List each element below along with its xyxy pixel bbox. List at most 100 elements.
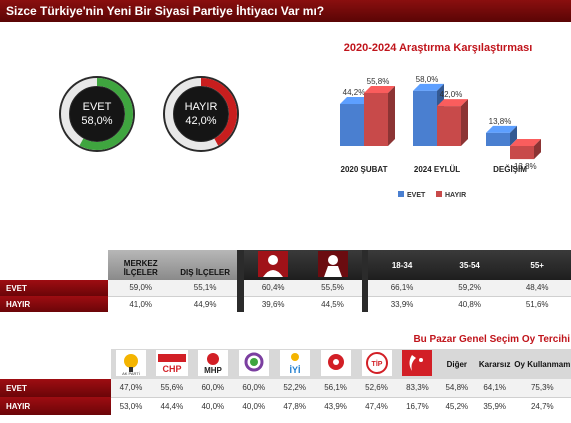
cell: 66,1% xyxy=(368,280,436,297)
header-55: 55+ xyxy=(503,250,571,280)
data-label: 55,8% xyxy=(367,77,390,86)
page-title: Sizce Türkiye'nin Yeni Bir Siyasi Partiy… xyxy=(0,0,571,22)
cell: 40,0% xyxy=(233,397,275,415)
bar-side xyxy=(461,99,468,146)
header-diger: Diğer xyxy=(437,349,476,379)
data-label: 44,2% xyxy=(343,88,366,97)
hayir-label: HAYIR xyxy=(184,101,218,113)
cell: 47,4% xyxy=(356,397,397,415)
cell: 59,0% xyxy=(108,280,173,297)
cell: 24,7% xyxy=(513,397,571,415)
cell: 47,8% xyxy=(274,397,316,415)
cell: 52,6% xyxy=(356,379,397,398)
bar xyxy=(364,92,388,146)
cell: 56,1% xyxy=(315,379,357,398)
header-kararsiz: Kararsız xyxy=(475,349,514,379)
legend-swatch xyxy=(436,191,442,197)
row-label-evet: EVET xyxy=(0,379,111,397)
mhp-logo-icon: MHP xyxy=(192,349,234,379)
data-label: -13,8% xyxy=(511,162,536,171)
bar-top xyxy=(340,97,371,105)
bar xyxy=(486,132,510,146)
bar-top xyxy=(437,99,468,107)
male-icon xyxy=(302,250,363,280)
cell: 33,9% xyxy=(368,296,436,312)
table-row: EVET 59,0% 55,1% 60,4% 55,5% 66,1% 59,2%… xyxy=(0,280,571,297)
bar xyxy=(437,106,461,146)
table-row: HAYIR 53,0% 44,4% 40,0% 40,0% 47,8% 43,9… xyxy=(0,397,571,415)
evet-donut-label: EVET 58,0% xyxy=(67,100,127,128)
cell: 54,8% xyxy=(437,379,476,398)
header-dis: DIŞ İLÇELER xyxy=(172,250,238,280)
data-label: 13,8% xyxy=(489,117,512,126)
cell: 44,5% xyxy=(302,296,363,312)
cell: 52,2% xyxy=(274,379,316,398)
hayir-value: 42,0% xyxy=(185,115,217,127)
cell: 45,2% xyxy=(437,397,476,415)
evet-value: 58,0% xyxy=(81,115,113,127)
bar-top xyxy=(364,85,395,93)
cell: 51,6% xyxy=(503,296,571,312)
party-table: AK PARTİ CHP MHP İYİ TİP Diğer Kararsız … xyxy=(0,349,571,415)
cell: 55,6% xyxy=(151,379,193,398)
cell: 16,7% xyxy=(396,397,438,415)
hayir-donut xyxy=(163,76,239,152)
bar xyxy=(510,146,534,160)
cell: 41,0% xyxy=(108,296,173,312)
cell: 53,0% xyxy=(110,397,152,415)
svg-text:MHP: MHP xyxy=(204,366,222,375)
bar-top xyxy=(413,83,444,91)
header-oy-kullanmam: Oy Kullanmam xyxy=(513,349,571,379)
row-label-evet: EVET xyxy=(0,280,109,296)
comparison-bar-chart: 44,2%55,8% 2020 ŞUBAT 58,0%42,0% 2024 EYLÜL… xyxy=(340,75,541,199)
header-18-34: 18-34 xyxy=(368,250,436,280)
bar-side xyxy=(534,139,541,160)
bar-side xyxy=(510,125,517,146)
svg-text:AK PARTİ: AK PARTİ xyxy=(122,371,140,376)
row-label-hayir: HAYIR xyxy=(0,397,111,415)
female-icon xyxy=(243,250,303,280)
svg-text:TİP: TİP xyxy=(371,360,382,368)
evet-label: EVET xyxy=(82,101,112,113)
chart-title: 2020-2024 Araştırma Karşılaştırması xyxy=(343,42,533,54)
cell: 47,0% xyxy=(110,379,152,398)
akp-logo-icon: AK PARTİ xyxy=(110,349,152,379)
category-label: 2024 EYLÜL xyxy=(414,165,460,174)
cell: 39,6% xyxy=(243,296,303,312)
cell: 40,0% xyxy=(192,397,234,415)
category-label: 2020 ŞUBAT xyxy=(341,165,388,174)
svg-text:İYİ: İYİ xyxy=(289,365,300,375)
data-label: 58,0% xyxy=(416,75,439,84)
cell: 60,0% xyxy=(192,379,234,398)
hayir-donut-label: HAYIR 42,0% xyxy=(171,100,231,128)
dem-logo-icon xyxy=(233,349,275,379)
category-label: DEĞİŞİM xyxy=(493,165,527,174)
legend-swatch xyxy=(398,191,404,197)
party-table-title: Bu Pazar Genel Seçim Oy Tercihi xyxy=(413,334,570,345)
bar-top xyxy=(510,139,541,146)
data-label: 42,0% xyxy=(440,90,463,99)
bar xyxy=(413,90,437,146)
saadet-logo-icon xyxy=(315,349,357,379)
cell: 55,5% xyxy=(302,280,363,297)
yeniden-refah-logo-icon xyxy=(396,349,438,379)
cell: 83,3% xyxy=(396,379,438,398)
legend-label: HAYIR xyxy=(445,192,466,199)
bar-side xyxy=(388,85,395,146)
tip-logo-icon: TİP xyxy=(356,349,397,379)
bar-top xyxy=(486,125,517,133)
cell: 48,4% xyxy=(503,280,571,297)
cell: 59,2% xyxy=(435,280,504,297)
svg-text:CHP: CHP xyxy=(162,364,181,374)
cell: 43,9% xyxy=(315,397,357,415)
cell: 55,1% xyxy=(172,280,238,297)
cell: 60,0% xyxy=(233,379,275,398)
table-row: HAYIR 41,0% 44,9% 39,6% 44,5% 33,9% 40,8… xyxy=(0,296,571,312)
bar xyxy=(340,104,364,146)
demographics-table: MERKEZ İLÇELER DIŞ İLÇELER 18-34 35-54 5… xyxy=(0,250,571,312)
iyi-logo-icon: İYİ xyxy=(274,349,316,379)
cell: 40,8% xyxy=(435,296,504,312)
cell: 44,9% xyxy=(172,296,238,312)
header-merkez: MERKEZ İLÇELER xyxy=(108,250,173,280)
cell: 35,9% xyxy=(475,397,514,415)
